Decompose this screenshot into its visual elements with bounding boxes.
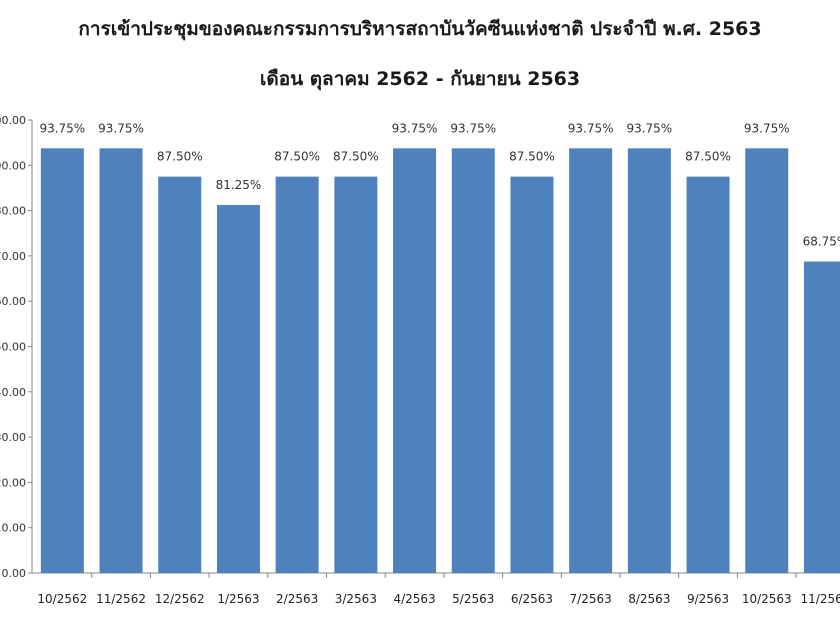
y-tick-label: 60.00	[0, 295, 26, 308]
data-label: 93.75%	[98, 121, 144, 135]
x-tick-label: 3/2563	[335, 592, 377, 606]
bar	[569, 148, 613, 573]
bar	[275, 176, 319, 573]
x-tick-label: 1/2563	[217, 592, 259, 606]
y-tick-label: 70.00	[0, 250, 26, 263]
chart-subtitle: เดือน ตุลาคม 2562 - กันยายน 2563	[259, 68, 581, 90]
x-tick-label: 9/2563	[687, 592, 729, 606]
data-label: 81.25%	[216, 178, 262, 192]
x-tick-label: 4/2563	[393, 592, 435, 606]
bar	[803, 261, 840, 573]
data-label: 87.50%	[509, 150, 555, 164]
y-tick-label: 40.00	[0, 386, 26, 399]
y-tick-label: 80.00	[0, 205, 26, 218]
data-label: 93.75%	[450, 121, 496, 135]
bar	[686, 176, 730, 573]
x-tick-label: 8/2563	[628, 592, 670, 606]
data-label: 93.75%	[568, 121, 614, 135]
y-tick-label: 30.00	[0, 431, 26, 444]
data-label: 87.50%	[685, 150, 731, 164]
data-label: 93.75%	[626, 121, 672, 135]
x-tick-label: 10/2562	[37, 592, 87, 606]
data-label: 93.75%	[39, 121, 85, 135]
bar	[334, 176, 378, 573]
x-tick-label: 2/2563	[276, 592, 318, 606]
bar	[745, 148, 789, 573]
y-tick-label: 90.00	[0, 159, 26, 172]
data-label: 93.75%	[744, 121, 790, 135]
x-tick-label: 10/2563	[742, 592, 792, 606]
bar	[40, 148, 84, 573]
data-label: 87.50%	[333, 150, 379, 164]
x-tick-label: 5/2563	[452, 592, 494, 606]
bar	[216, 204, 260, 573]
data-label: 87.50%	[274, 150, 320, 164]
bar	[451, 148, 495, 573]
bar	[158, 176, 202, 573]
y-tick-label: 20.00	[0, 476, 26, 489]
x-tick-label: 12/2562	[155, 592, 205, 606]
bar	[393, 148, 437, 573]
y-tick-label: 100.00	[0, 114, 26, 127]
bar	[627, 148, 671, 573]
data-label: 68.75%	[803, 235, 840, 249]
bar	[99, 148, 143, 573]
data-label: 87.50%	[157, 150, 203, 164]
chart-title: การเข้าประชุมของคณะกรรมการบริหารสถาบันวั…	[78, 18, 762, 40]
x-tick-label: 6/2563	[511, 592, 553, 606]
data-label: 93.75%	[392, 121, 438, 135]
x-tick-label: 11/2562	[96, 592, 146, 606]
y-tick-label: 10.00	[0, 522, 26, 535]
y-tick-label: 0.00	[2, 567, 27, 580]
y-tick-label: 50.00	[0, 341, 26, 354]
bar	[510, 176, 554, 573]
x-tick-label: 7/2563	[570, 592, 612, 606]
x-tick-label: 11/2563	[801, 592, 840, 606]
